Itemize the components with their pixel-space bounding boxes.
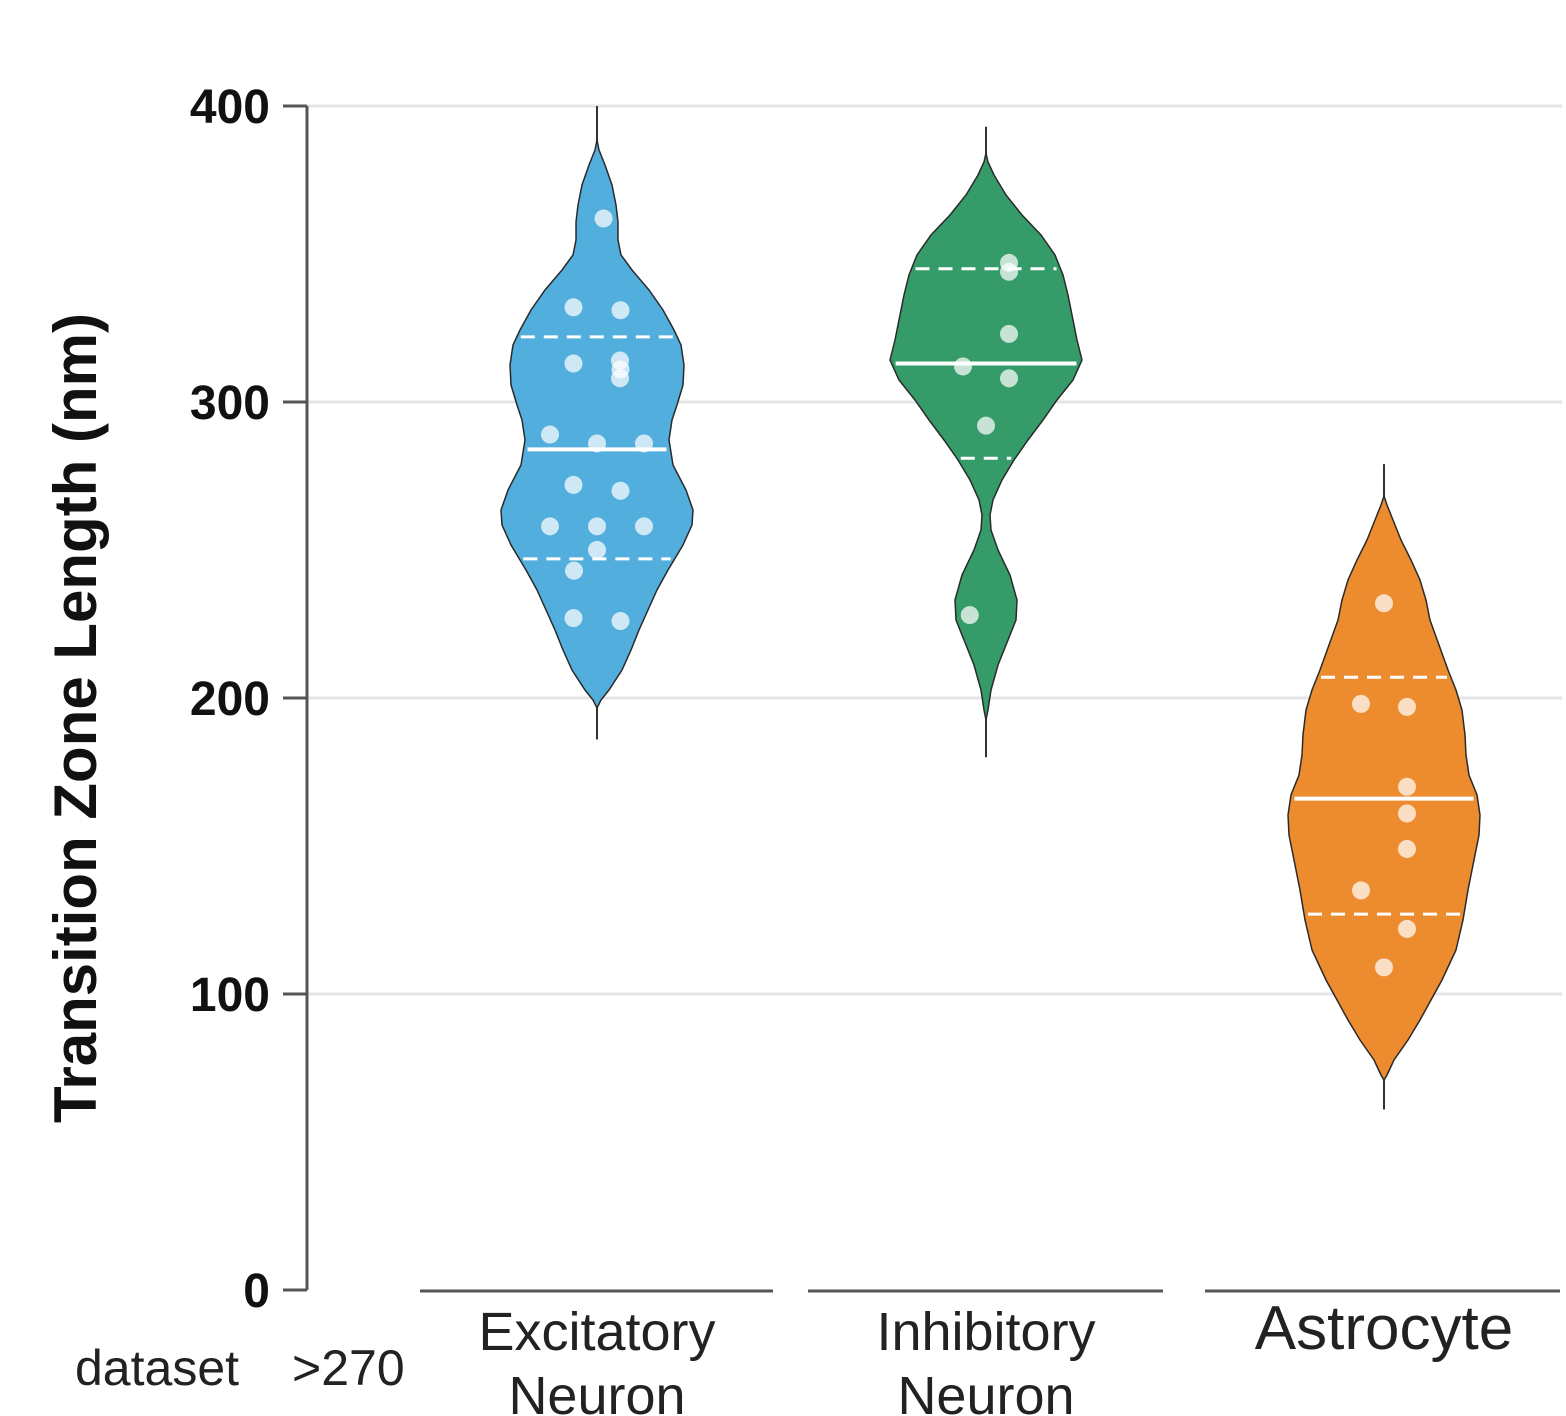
category-label: Inhibitory (876, 1302, 1095, 1362)
data-point (1398, 839, 1416, 858)
data-point (594, 209, 613, 228)
data-point (1398, 919, 1416, 938)
y-axis-label: Transition Zone Length (nm) (42, 313, 109, 1123)
data-point (564, 298, 583, 317)
category-label: Neuron (897, 1366, 1074, 1416)
category-label: Astrocyte (1255, 1294, 1513, 1363)
data-point (611, 481, 630, 500)
violin-group (1287, 464, 1481, 1110)
data-point (1398, 777, 1416, 796)
data-point (611, 301, 630, 320)
violin-body (1287, 493, 1481, 1082)
y-tick-label: 100 (190, 969, 270, 1022)
data-point (1000, 324, 1018, 343)
data-point (1352, 881, 1370, 900)
data-point (1000, 262, 1018, 281)
data-point (635, 434, 653, 453)
data-point (564, 475, 583, 494)
axes: 0100200300400ExcitatoryNeuronInhibitoryN… (190, 81, 1560, 1416)
violin-body (889, 152, 1083, 721)
data-point (611, 612, 630, 631)
data-point (588, 434, 606, 453)
data-point (1398, 697, 1416, 716)
data-point (564, 354, 583, 373)
data-point (635, 517, 653, 536)
y-tick-label: 400 (190, 81, 270, 134)
category-label: Excitatory (478, 1302, 715, 1362)
data-point (541, 517, 559, 536)
violins (500, 106, 1481, 1110)
data-point (611, 369, 629, 388)
dataset-value: >270 (292, 1340, 405, 1396)
data-point (1398, 804, 1416, 823)
data-point (960, 606, 979, 625)
y-tick-label: 200 (190, 673, 270, 726)
data-point (977, 416, 995, 435)
data-point (1375, 594, 1393, 613)
data-point (588, 541, 606, 559)
violin-group (500, 106, 694, 740)
data-point (1000, 369, 1018, 388)
data-point (588, 517, 606, 536)
dataset-label: dataset (75, 1340, 239, 1396)
violin-body (500, 139, 694, 710)
data-point (565, 561, 583, 580)
y-tick-label: 0 (243, 1265, 270, 1318)
category-label: Neuron (508, 1366, 685, 1416)
y-tick-label: 300 (190, 377, 270, 430)
violin-group (889, 126, 1083, 758)
data-point (564, 609, 583, 628)
data-point (1352, 694, 1370, 713)
data-point (954, 357, 972, 376)
data-point (1375, 958, 1393, 977)
data-point (541, 425, 559, 444)
